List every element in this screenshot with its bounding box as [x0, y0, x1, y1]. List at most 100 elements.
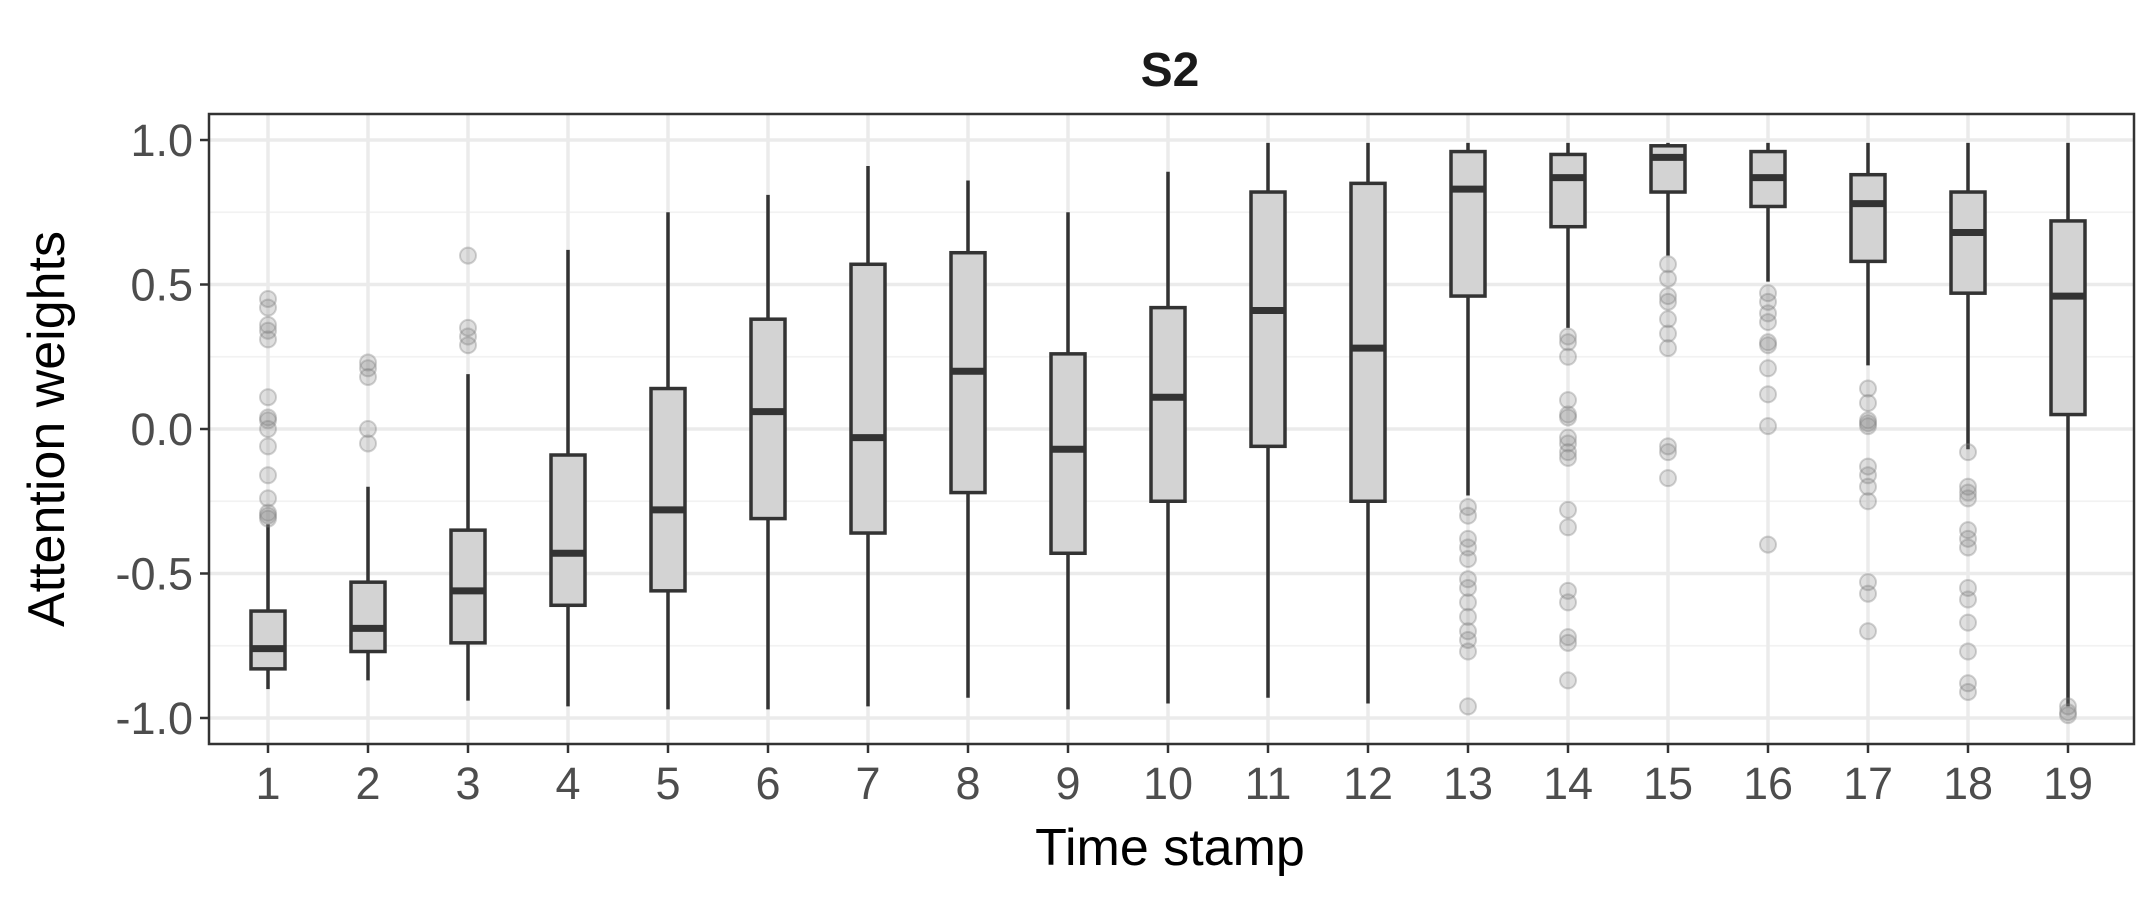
- outlier-point: [1959, 613, 1977, 632]
- y-tick-label: -0.5: [115, 548, 193, 599]
- outlier-point: [2059, 706, 2077, 725]
- box: [849, 262, 887, 535]
- outlier-point: [1759, 313, 1777, 332]
- box-group: [349, 486, 387, 681]
- box: [449, 528, 487, 645]
- outlier-point: [1659, 292, 1677, 311]
- outlier-point: [1959, 477, 1977, 496]
- outlier-point: [1759, 359, 1777, 378]
- box-group: [549, 249, 587, 707]
- outlier-point: [259, 437, 277, 456]
- outlier-point: [1959, 674, 1977, 693]
- outlier-point: [1559, 628, 1577, 647]
- outlier-point: [359, 367, 377, 386]
- x-tick-label: 7: [855, 758, 880, 809]
- outlier-point: [1559, 327, 1577, 346]
- outlier-point: [1959, 538, 1977, 557]
- outlier-point: [1559, 581, 1577, 600]
- box: [649, 386, 687, 593]
- outlier-point: [259, 506, 277, 525]
- outlier-point: [1559, 443, 1577, 462]
- x-tick-label: 10: [1143, 758, 1193, 809]
- outlier-point: [259, 466, 277, 485]
- outlier-point: [1859, 417, 1877, 436]
- outlier-point: [1959, 529, 1977, 548]
- box: [1649, 144, 1687, 194]
- outlier-point: [2059, 697, 2077, 716]
- outlier-point: [1959, 521, 1977, 540]
- outlier-point: [1659, 310, 1677, 329]
- outlier-point: [1659, 339, 1677, 358]
- outlier-point: [1659, 269, 1677, 288]
- outlier-point: [259, 489, 277, 508]
- box: [749, 317, 787, 521]
- outlier-point: [1459, 498, 1477, 517]
- outlier-point: [259, 503, 277, 522]
- outlier-point: [1959, 682, 1977, 701]
- outlier-point: [259, 330, 277, 349]
- box-group: [1949, 142, 1987, 450]
- x-tick-label: 14: [1543, 758, 1593, 809]
- outlier-point: [1459, 697, 1477, 716]
- outlier-point: [1859, 411, 1877, 430]
- outlier-point: [1559, 405, 1577, 424]
- box-group: [249, 524, 287, 690]
- outlier-point: [1559, 428, 1577, 447]
- outlier-point: [1959, 489, 1977, 508]
- x-tick-label: 3: [455, 758, 480, 809]
- axes: -1.0-0.50.00.51.01 2 3 4 5 6 7 8 9 10 11 12 13 14 15 16…: [115, 115, 2093, 809]
- outlier-point: [459, 246, 477, 265]
- box-group: [1149, 171, 1187, 704]
- outlier-point: [1959, 590, 1977, 609]
- box: [1049, 352, 1087, 556]
- outlier-point: [1459, 550, 1477, 569]
- outlier-point: [1559, 333, 1577, 352]
- outlier-point: [1859, 457, 1877, 476]
- outlier-point: [259, 408, 277, 427]
- outlier-point: [1859, 477, 1877, 496]
- outlier-point: [1559, 408, 1577, 427]
- y-axis-title: Attention weights: [18, 231, 76, 627]
- box-group: [1749, 142, 1787, 282]
- outlier-point: [1659, 324, 1677, 343]
- outlier-point: [1459, 642, 1477, 661]
- outlier-point: [1459, 578, 1477, 597]
- x-tick-label: 16: [1743, 758, 1793, 809]
- box-group: [849, 166, 887, 707]
- outlier-point: [1759, 333, 1777, 352]
- outliers: [259, 246, 2077, 725]
- outlier-point: [259, 289, 277, 308]
- box-group: [449, 374, 487, 701]
- outlier-point: [1559, 593, 1577, 612]
- outlier-point: [1959, 578, 1977, 597]
- x-tick-label: 11: [1245, 758, 1292, 809]
- box: [349, 580, 387, 654]
- box-group: [949, 180, 987, 698]
- outlier-point: [359, 353, 377, 372]
- outlier-point: [259, 315, 277, 334]
- outlier-point: [259, 388, 277, 407]
- outlier-point: [1459, 593, 1477, 612]
- box: [1249, 190, 1287, 449]
- box: [2049, 219, 2087, 417]
- outlier-point: [1659, 469, 1677, 488]
- outlier-point: [1459, 622, 1477, 641]
- outlier-point: [1859, 584, 1877, 603]
- y-tick-label: -1.0: [115, 693, 193, 744]
- y-tick-label: 1.0: [130, 115, 193, 166]
- outlier-point: [1859, 466, 1877, 485]
- box-group: [649, 212, 687, 710]
- outlier-point: [1459, 607, 1477, 626]
- y-tick-label: 0.0: [130, 404, 193, 455]
- x-tick-label: 13: [1443, 758, 1493, 809]
- outlier-point: [1459, 630, 1477, 649]
- outlier-point: [1559, 671, 1577, 690]
- x-tick-label: 2: [355, 758, 380, 809]
- x-tick-label: 1: [255, 758, 280, 809]
- box: [1849, 172, 1887, 264]
- box: [1149, 305, 1187, 503]
- y-tick-label: 0.5: [130, 260, 193, 311]
- box: [1449, 149, 1487, 298]
- box-group: [1549, 142, 1587, 328]
